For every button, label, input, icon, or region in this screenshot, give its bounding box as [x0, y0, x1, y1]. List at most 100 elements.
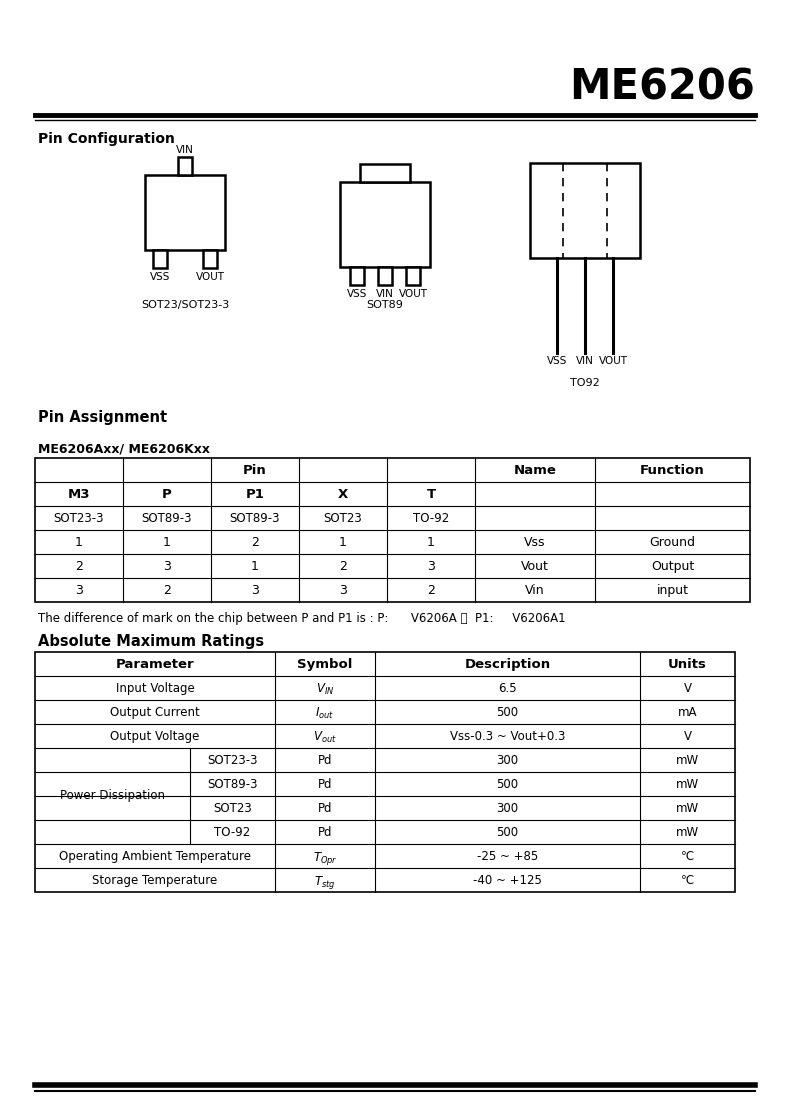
- Text: Vss-0.3 ~ Vout+0.3: Vss-0.3 ~ Vout+0.3: [450, 730, 565, 743]
- Text: VOUT: VOUT: [398, 288, 427, 299]
- Text: input: input: [656, 584, 689, 597]
- Text: 1: 1: [339, 536, 347, 549]
- Text: Pin Configuration: Pin Configuration: [38, 132, 175, 146]
- Text: mW: mW: [676, 754, 699, 767]
- Text: 3: 3: [427, 560, 435, 574]
- Text: TO-92: TO-92: [413, 512, 450, 525]
- Text: Pd: Pd: [318, 754, 333, 767]
- Text: VOUT: VOUT: [599, 356, 627, 366]
- Bar: [360, 164, 410, 182]
- Text: 1: 1: [75, 536, 83, 549]
- Text: 500: 500: [496, 705, 518, 719]
- Text: 1: 1: [251, 560, 259, 574]
- Text: mW: mW: [676, 802, 699, 815]
- Text: SOT23-3: SOT23-3: [54, 512, 104, 525]
- Text: SOT23-3: SOT23-3: [207, 754, 258, 767]
- Text: Input Voltage: Input Voltage: [115, 682, 194, 695]
- Text: VSS: VSS: [150, 272, 170, 282]
- Text: SOT89-3: SOT89-3: [141, 512, 192, 525]
- Text: 3: 3: [339, 584, 347, 597]
- Bar: [153, 250, 167, 268]
- Text: 2: 2: [339, 560, 347, 574]
- Text: SOT89-3: SOT89-3: [207, 778, 258, 792]
- Text: SOT23/SOT23-3: SOT23/SOT23-3: [141, 300, 229, 310]
- Text: 3: 3: [251, 584, 259, 597]
- Text: $T_{Opr}$: $T_{Opr}$: [313, 850, 337, 866]
- Text: Pin Assignment: Pin Assignment: [38, 410, 167, 425]
- Bar: [203, 250, 217, 268]
- Text: VIN: VIN: [176, 145, 194, 155]
- Text: VIN: VIN: [376, 288, 394, 299]
- Bar: [145, 176, 225, 250]
- Text: Symbol: Symbol: [297, 659, 352, 671]
- Text: 6.5: 6.5: [498, 682, 517, 695]
- Bar: [378, 267, 392, 285]
- Text: Output: Output: [651, 560, 694, 574]
- Text: V: V: [683, 682, 691, 695]
- Text: VSS: VSS: [347, 288, 367, 299]
- Text: Operating Ambient Temperature: Operating Ambient Temperature: [59, 850, 251, 863]
- Text: Absolute Maximum Ratings: Absolute Maximum Ratings: [38, 634, 264, 650]
- Text: $I_{out}$: $I_{out}$: [315, 705, 335, 721]
- Text: ℃: ℃: [681, 850, 694, 863]
- Text: The difference of mark on the chip between P and P1 is : P:      Ⅴ6206A ，  P1:  : The difference of mark on the chip betwe…: [38, 612, 566, 625]
- Text: VIN: VIN: [576, 356, 594, 366]
- Text: T: T: [427, 487, 435, 501]
- Text: SOT23: SOT23: [213, 802, 252, 815]
- Text: ME6206: ME6206: [569, 66, 755, 108]
- Text: Vss: Vss: [525, 536, 546, 549]
- Text: 1: 1: [163, 536, 171, 549]
- Text: 500: 500: [496, 826, 518, 838]
- Text: Vin: Vin: [525, 584, 545, 597]
- Bar: [35, 652, 735, 892]
- Text: Pd: Pd: [318, 802, 333, 815]
- Text: ℃: ℃: [681, 874, 694, 887]
- Text: Function: Function: [640, 464, 705, 477]
- Text: VSS: VSS: [547, 356, 567, 366]
- Text: $T_{stg}$: $T_{stg}$: [314, 874, 336, 891]
- Text: -40 ~ +125: -40 ~ +125: [473, 874, 542, 887]
- Bar: [350, 267, 364, 285]
- Text: P: P: [162, 487, 172, 501]
- Bar: [530, 163, 640, 258]
- Text: Pd: Pd: [318, 826, 333, 838]
- Text: Parameter: Parameter: [115, 659, 194, 671]
- Text: SOT89-3: SOT89-3: [230, 512, 280, 525]
- Text: 500: 500: [496, 778, 518, 792]
- Text: Vout: Vout: [521, 560, 549, 574]
- Text: TO-92: TO-92: [214, 826, 250, 838]
- Text: -25 ~ +85: -25 ~ +85: [477, 850, 538, 863]
- Text: V: V: [683, 730, 691, 743]
- Text: Pin: Pin: [243, 464, 267, 477]
- Text: 3: 3: [163, 560, 171, 574]
- Text: SOT23: SOT23: [324, 512, 363, 525]
- Text: Units: Units: [668, 659, 707, 671]
- Bar: [340, 182, 430, 267]
- Text: 3: 3: [75, 584, 83, 597]
- Text: VOUT: VOUT: [195, 272, 224, 282]
- Text: mW: mW: [676, 778, 699, 792]
- Text: $V_{IN}$: $V_{IN}$: [316, 682, 334, 698]
- Text: Output Current: Output Current: [110, 705, 200, 719]
- Text: X: X: [338, 487, 348, 501]
- Text: ME6206Axx/ ME6206Kxx: ME6206Axx/ ME6206Kxx: [38, 443, 210, 456]
- Text: 1: 1: [427, 536, 435, 549]
- Text: Ground: Ground: [649, 536, 695, 549]
- Text: 2: 2: [75, 560, 83, 574]
- Bar: [35, 458, 750, 601]
- Text: Output Voltage: Output Voltage: [111, 730, 200, 743]
- Text: 2: 2: [251, 536, 259, 549]
- Text: 300: 300: [496, 802, 518, 815]
- Bar: [406, 267, 420, 285]
- Text: mA: mA: [678, 705, 698, 719]
- Bar: [178, 157, 192, 176]
- Text: mW: mW: [676, 826, 699, 838]
- Text: 2: 2: [427, 584, 435, 597]
- Text: Storage Temperature: Storage Temperature: [92, 874, 217, 887]
- Text: TO92: TO92: [570, 378, 600, 388]
- Text: $V_{out}$: $V_{out}$: [313, 730, 337, 745]
- Text: Power Dissipation: Power Dissipation: [60, 789, 165, 803]
- Text: 300: 300: [496, 754, 518, 767]
- Text: SOT89: SOT89: [367, 300, 404, 310]
- Text: Name: Name: [514, 464, 556, 477]
